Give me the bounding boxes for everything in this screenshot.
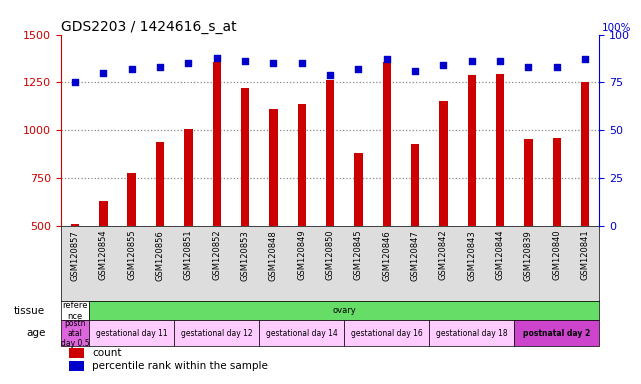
Text: GSM120853: GSM120853 bbox=[240, 230, 249, 281]
Bar bbox=[89, 321, 174, 346]
Text: GSM120840: GSM120840 bbox=[553, 230, 562, 280]
Text: percentile rank within the sample: percentile rank within the sample bbox=[92, 361, 268, 371]
Point bbox=[269, 60, 279, 66]
Text: GDS2203 / 1424616_s_at: GDS2203 / 1424616_s_at bbox=[61, 20, 237, 33]
Point bbox=[297, 60, 307, 66]
Point bbox=[325, 72, 335, 78]
Text: tissue: tissue bbox=[14, 306, 46, 316]
Bar bbox=[128, 174, 136, 226]
Bar bbox=[61, 321, 89, 346]
Bar bbox=[184, 129, 193, 226]
Bar bbox=[354, 153, 363, 226]
Point bbox=[212, 55, 222, 61]
Text: ovary: ovary bbox=[333, 306, 356, 315]
Text: GSM120857: GSM120857 bbox=[71, 230, 79, 281]
Text: gestational day 18: gestational day 18 bbox=[436, 329, 508, 338]
Point bbox=[183, 60, 194, 66]
Text: age: age bbox=[26, 328, 46, 338]
Text: refere
nce: refere nce bbox=[62, 301, 88, 321]
Point bbox=[98, 70, 108, 76]
Point bbox=[240, 58, 250, 65]
Text: GSM120841: GSM120841 bbox=[581, 230, 590, 280]
Text: GSM120850: GSM120850 bbox=[326, 230, 335, 280]
Bar bbox=[269, 109, 278, 226]
Bar bbox=[439, 101, 447, 226]
Bar bbox=[383, 62, 391, 226]
Text: count: count bbox=[92, 348, 122, 358]
Bar bbox=[71, 224, 79, 226]
Bar bbox=[156, 142, 164, 226]
Point bbox=[381, 56, 392, 63]
Text: postn
atal
day 0.5: postn atal day 0.5 bbox=[61, 319, 89, 348]
Text: GSM120844: GSM120844 bbox=[495, 230, 504, 280]
Text: GSM120846: GSM120846 bbox=[382, 230, 391, 281]
Point bbox=[523, 64, 533, 70]
Point bbox=[155, 64, 165, 70]
Bar bbox=[297, 104, 306, 226]
Bar bbox=[99, 201, 108, 226]
Bar bbox=[241, 88, 249, 226]
Bar bbox=[514, 321, 599, 346]
Bar bbox=[61, 301, 89, 321]
Bar bbox=[581, 83, 590, 226]
Point bbox=[552, 64, 562, 70]
Bar bbox=[467, 75, 476, 226]
Text: GSM120849: GSM120849 bbox=[297, 230, 306, 280]
Bar bbox=[259, 321, 344, 346]
Point bbox=[127, 66, 137, 72]
Bar bbox=[213, 62, 221, 226]
Text: GSM120852: GSM120852 bbox=[212, 230, 221, 280]
Text: GSM120839: GSM120839 bbox=[524, 230, 533, 281]
Text: GSM120843: GSM120843 bbox=[467, 230, 476, 281]
Point bbox=[580, 56, 590, 63]
Text: GSM120856: GSM120856 bbox=[156, 230, 165, 281]
Bar bbox=[553, 138, 561, 226]
Bar bbox=[69, 361, 84, 371]
Text: GSM120848: GSM120848 bbox=[269, 230, 278, 281]
Point bbox=[410, 68, 420, 74]
Text: GSM120851: GSM120851 bbox=[184, 230, 193, 280]
Bar bbox=[344, 321, 429, 346]
Bar bbox=[69, 348, 84, 358]
Bar bbox=[524, 139, 533, 226]
Text: postnatal day 2: postnatal day 2 bbox=[523, 329, 590, 338]
Bar bbox=[496, 74, 504, 226]
Point bbox=[495, 58, 505, 65]
Bar bbox=[429, 321, 514, 346]
Point bbox=[438, 62, 449, 68]
Bar bbox=[174, 321, 259, 346]
Text: 100%: 100% bbox=[602, 23, 631, 33]
Point bbox=[70, 79, 80, 86]
Bar bbox=[411, 144, 419, 226]
Text: GSM120847: GSM120847 bbox=[411, 230, 420, 281]
Text: gestational day 11: gestational day 11 bbox=[96, 329, 167, 338]
Text: GSM120842: GSM120842 bbox=[439, 230, 448, 280]
Text: gestational day 12: gestational day 12 bbox=[181, 329, 253, 338]
Point bbox=[467, 58, 477, 65]
Text: GSM120855: GSM120855 bbox=[128, 230, 137, 280]
Text: GSM120854: GSM120854 bbox=[99, 230, 108, 280]
Text: gestational day 14: gestational day 14 bbox=[266, 329, 338, 338]
Text: gestational day 16: gestational day 16 bbox=[351, 329, 422, 338]
Point bbox=[353, 66, 363, 72]
Bar bbox=[326, 79, 335, 226]
Text: GSM120845: GSM120845 bbox=[354, 230, 363, 280]
